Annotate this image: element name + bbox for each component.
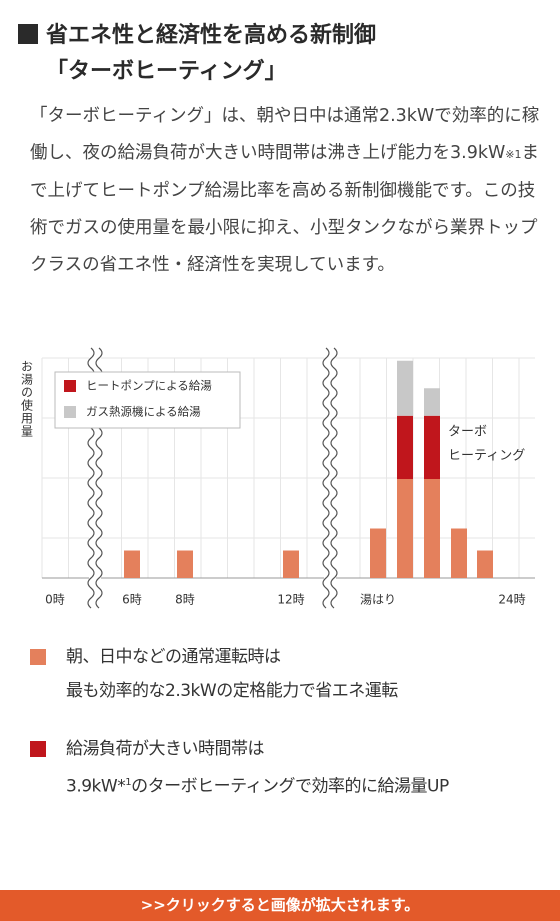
superscript: 1 bbox=[125, 777, 132, 788]
note: 朝、日中などの通常運転時は 最も効率的な2.3kWの定格能力で省エネ運転 bbox=[30, 640, 398, 708]
note-line: 3.9kW*1のターボヒーティングで効率的に給湯量UP bbox=[30, 766, 449, 804]
note-line: 給湯負荷が大きい時間帯は bbox=[66, 739, 264, 759]
paragraph: 「ターボヒーティング」は、朝や日中は通常2.3kWで効率的に稼働し、夜の給湯負荷… bbox=[30, 98, 540, 284]
note: 給湯負荷が大きい時間帯は 3.9kW*1のターボヒーティングで効率的に給湯量UP bbox=[30, 732, 449, 804]
y-axis-label: お湯の使用量 bbox=[20, 360, 34, 438]
bar-segment bbox=[424, 388, 440, 416]
bar-segment bbox=[424, 415, 440, 479]
note-line: 朝、日中などの通常運転時は bbox=[66, 647, 281, 667]
enlarge-link[interactable]: >>クリックすると画像が拡大されます。 bbox=[0, 890, 560, 921]
bar-segment bbox=[451, 528, 467, 578]
annotation: ヒーティング bbox=[448, 449, 525, 464]
text: まで上げてヒートポンプ給湯比率を高める新制御機能です。この技術でガスの使用量を最… bbox=[30, 143, 539, 275]
annotation: ターボ bbox=[448, 425, 487, 440]
x-tick-label: 6時 bbox=[122, 593, 142, 607]
bar-segment bbox=[177, 550, 193, 578]
bar-segment bbox=[424, 479, 440, 578]
title-line: 省エネ性と経済性を高める新制御 bbox=[46, 23, 377, 48]
legend-label: ヒートポンプによる給湯 bbox=[86, 379, 212, 393]
legend-label: ガス熱源機による給湯 bbox=[86, 405, 201, 419]
x-tick-label: 0時 bbox=[45, 593, 65, 607]
bar-segment bbox=[397, 479, 413, 578]
axis-break bbox=[322, 347, 330, 609]
note-mark: ※1 bbox=[505, 148, 522, 161]
bar-segment bbox=[397, 360, 413, 416]
axis-break bbox=[330, 347, 338, 609]
title-line: 「ターボヒーティング」 bbox=[46, 59, 287, 84]
bar-segment bbox=[477, 550, 493, 578]
bar-segment bbox=[370, 528, 386, 578]
text: 最も効率的な2.3kWの定格能力で省エネ運転 bbox=[66, 681, 398, 701]
legend-swatch bbox=[64, 380, 76, 392]
text: 3.9kW* bbox=[66, 776, 126, 797]
bar-segment bbox=[283, 550, 299, 578]
text: 「ターボヒーティング」は、朝や日中は通常2.3kWで効率的に稼働し、夜の給湯負荷… bbox=[30, 106, 540, 163]
legend-box bbox=[54, 371, 241, 429]
title: 省エネ性と経済性を高める新制御 「ターボヒーティング」 bbox=[18, 18, 376, 90]
x-tick-label: 24時 bbox=[498, 593, 525, 607]
bar-segment bbox=[124, 550, 140, 578]
text: のターボヒーティングで効率的に給湯量UP bbox=[131, 776, 449, 797]
note-swatch bbox=[30, 649, 46, 665]
note-swatch bbox=[30, 741, 46, 757]
break-gap bbox=[324, 348, 336, 610]
x-tick-label: 8時 bbox=[175, 593, 195, 607]
note-line: 最も効率的な2.3kWの定格能力で省エネ運転 bbox=[30, 674, 398, 708]
chart: お湯の使用量 0時 6時 8時 12時 湯はり 24時 ヒートポンプによる給湯ガス熱源機による… bbox=[20, 347, 535, 610]
legend-swatch bbox=[64, 406, 76, 418]
bar-segment bbox=[397, 415, 413, 479]
x-tick-label: 12時 bbox=[277, 593, 304, 607]
title-square bbox=[18, 24, 38, 44]
x-tick-label: 湯はり bbox=[360, 593, 396, 607]
